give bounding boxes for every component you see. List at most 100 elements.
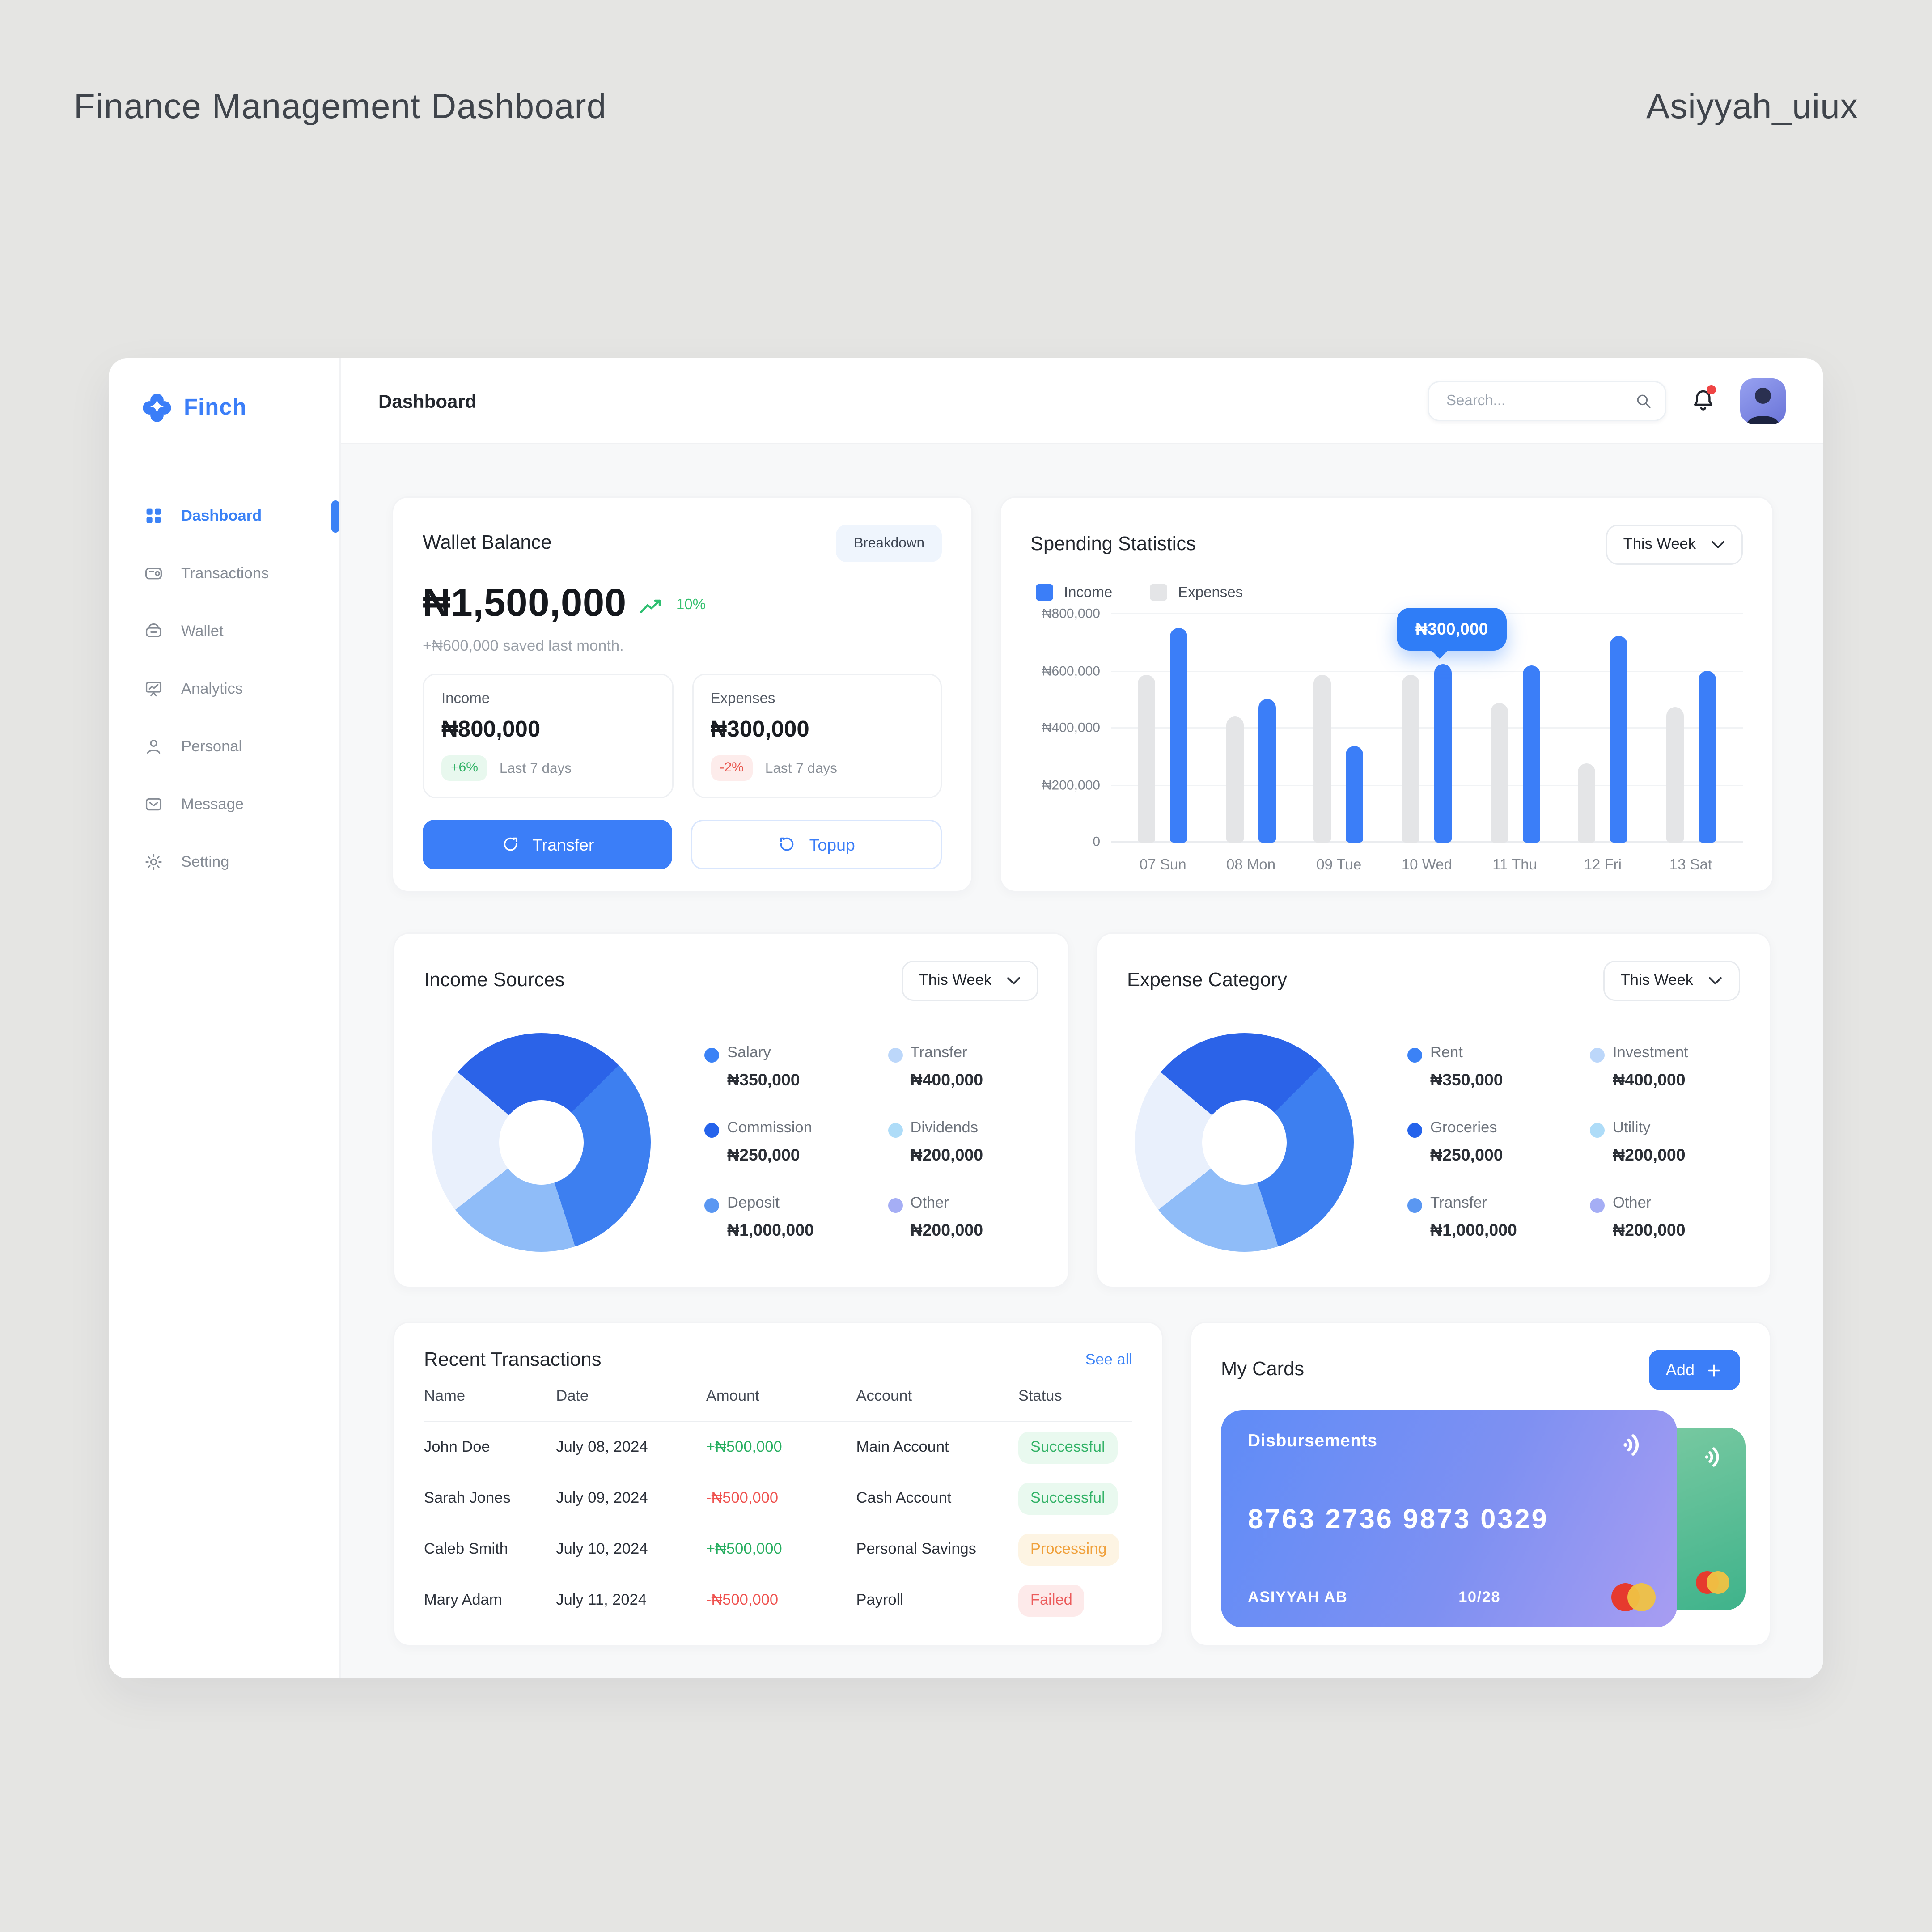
legend-dot: [1407, 1048, 1422, 1063]
sidebar-item-dashboard[interactable]: Dashboard: [109, 487, 339, 545]
y-tick: ₦600,000: [1042, 664, 1100, 679]
cell-date: July 11, 2024: [556, 1593, 647, 1609]
expense-category-legend: Rent ₦350,000 Investment ₦400,000 Grocerie…: [1407, 1045, 1732, 1240]
my-cards-title: My Cards: [1221, 1359, 1305, 1381]
notification-bell[interactable]: [1689, 385, 1717, 415]
cell-amount: -₦500,000: [706, 1593, 779, 1609]
cell-date: July 08, 2024: [556, 1440, 648, 1456]
topbar-title: Dashboard: [378, 390, 477, 411]
search-box: [1428, 380, 1666, 421]
sidebar-item-setting[interactable]: Setting: [109, 833, 339, 891]
search-input[interactable]: [1428, 380, 1666, 421]
bar-income-11-thu[interactable]: [1522, 665, 1540, 843]
bar-income-10-wed[interactable]: [1434, 664, 1452, 843]
main-area: Dashboard: [341, 358, 1823, 1678]
bar-expenses-11-thu[interactable]: [1490, 703, 1508, 843]
bar-plot: 07 Sun 08 Mon 09 Tue 10 Wed ₦300,000 11 Thu 12…: [1111, 608, 1743, 873]
bar-expenses-07-sun[interactable]: [1138, 675, 1156, 843]
bar-income-12-fri[interactable]: [1610, 636, 1628, 843]
expense-category-donut: [1135, 1033, 1354, 1252]
table-header: Name Date Amount Account Status: [424, 1389, 1132, 1422]
spending-statistics-card: Spending Statistics This Week Income: [1000, 496, 1774, 892]
legend-expenses: Expenses: [1150, 584, 1243, 601]
breakdown-button[interactable]: Breakdown: [836, 525, 942, 562]
grid-line: [1111, 670, 1743, 672]
legend-item: Transfer ₦400,000: [887, 1045, 1031, 1089]
bar-income-09-tue[interactable]: [1346, 746, 1364, 843]
topup-button[interactable]: Topup: [690, 820, 942, 869]
add-label: Add: [1665, 1360, 1695, 1379]
spending-filter-dropdown[interactable]: This Week: [1606, 525, 1743, 565]
bar-group: 11 Thu: [1490, 614, 1540, 873]
table-row[interactable]: Sarah Jones July 09, 2024 -₦500,000 Cash…: [424, 1473, 1132, 1524]
legend-expenses-label: Expenses: [1178, 584, 1243, 601]
legend-income-label: Income: [1064, 584, 1113, 601]
cell-name: Sarah Jones: [424, 1491, 511, 1507]
chevron-down-icon: [1007, 977, 1020, 985]
income-sources-filter-dropdown[interactable]: This Week: [901, 961, 1038, 1001]
income-swatch: [1036, 584, 1053, 601]
bar-group: 08 Mon: [1226, 614, 1276, 873]
legend-dot: [1590, 1048, 1605, 1063]
table-row[interactable]: Mary Adam July 11, 2024 -₦500,000 Payrol…: [424, 1575, 1132, 1626]
add-card-button[interactable]: Add: [1648, 1350, 1740, 1390]
sidebar-item-analytics[interactable]: Analytics: [109, 660, 339, 718]
cell-account: Cash Account: [856, 1491, 952, 1507]
grid-line: [1111, 841, 1743, 843]
card-expiry: 10/28: [1458, 1589, 1501, 1606]
avatar[interactable]: [1740, 377, 1786, 424]
avatar-image: [1747, 387, 1779, 424]
search-icon: [1637, 394, 1651, 408]
contactless-icon: [1621, 1430, 1650, 1460]
bar-expenses-10-wed[interactable]: [1402, 675, 1419, 843]
sidebar-item-message[interactable]: Message: [109, 775, 339, 833]
legend-item: Dividends ₦200,000: [887, 1120, 1031, 1165]
bar-expenses-09-tue[interactable]: [1314, 675, 1332, 843]
cell-name: Caleb Smith: [424, 1542, 508, 1558]
sidebar-item-wallet[interactable]: Wallet: [109, 602, 339, 660]
dashboard-content: Wallet Balance Breakdown ₦1,500,000 10% …: [341, 444, 1823, 1678]
legend-dot: [887, 1198, 902, 1213]
bar-group: 07 Sun: [1138, 614, 1188, 873]
sidebar-item-label: Message: [181, 796, 244, 813]
bar-expenses-13-sat[interactable]: [1665, 707, 1683, 843]
bank-card[interactable]: Disbursements 8763 2736 9873 0329 ASIYYA…: [1221, 1410, 1677, 1627]
x-tick: 12 Fri: [1584, 857, 1622, 873]
page-title: Finance Management Dashboard: [74, 86, 607, 126]
status-badge: Successful: [1018, 1483, 1117, 1515]
plus-icon: [1708, 1364, 1720, 1376]
legend-item: Rent ₦350,000: [1407, 1045, 1550, 1089]
expenses-summary-box: Expenses ₦300,000 -2% Last 7 days: [691, 674, 942, 798]
person-icon: [147, 740, 161, 754]
table-row[interactable]: Caleb Smith July 10, 2024 +₦500,000 Pers…: [424, 1524, 1132, 1575]
bar-expenses-12-fri[interactable]: [1578, 763, 1596, 843]
spending-title: Spending Statistics: [1030, 534, 1196, 555]
bar-income-13-sat[interactable]: [1698, 671, 1716, 843]
mastercard-icon: [1696, 1571, 1729, 1594]
x-tick: 11 Thu: [1492, 857, 1537, 873]
bar-group: 09 Tue: [1314, 614, 1364, 873]
y-tick: 0: [1093, 835, 1100, 850]
legend-dot: [887, 1048, 902, 1063]
sidebar-item-transactions[interactable]: Transactions: [109, 545, 339, 602]
x-tick: 07 Sun: [1140, 857, 1186, 873]
see-all-link[interactable]: See all: [1085, 1352, 1132, 1368]
income-value: ₦800,000: [441, 716, 541, 742]
sidebar-item-personal[interactable]: Personal: [109, 718, 339, 775]
expense-category-filter-dropdown[interactable]: This Week: [1603, 961, 1740, 1001]
status-badge: Failed: [1018, 1585, 1085, 1617]
legend-dot: [1590, 1198, 1605, 1213]
bar-expenses-08-mon[interactable]: [1226, 716, 1244, 843]
legend-item: Other ₦200,000: [1590, 1195, 1732, 1240]
legend-income: Income: [1036, 584, 1112, 601]
transactions-title: Recent Transactions: [424, 1350, 602, 1371]
bar-income-07-sun[interactable]: [1170, 628, 1188, 843]
wallet-title: Wallet Balance: [423, 533, 552, 554]
transfer-button[interactable]: Transfer: [423, 820, 672, 869]
bar-group: 10 Wed ₦300,000: [1396, 608, 1507, 873]
x-tick: 13 Sat: [1669, 857, 1712, 873]
x-tick: 08 Mon: [1226, 857, 1276, 873]
table-row[interactable]: John Doe July 08, 2024 +₦500,000 Main Ac…: [424, 1422, 1132, 1473]
wallet-balance-card: Wallet Balance Breakdown ₦1,500,000 10% …: [392, 496, 973, 892]
bar-income-08-mon[interactable]: [1258, 699, 1276, 843]
